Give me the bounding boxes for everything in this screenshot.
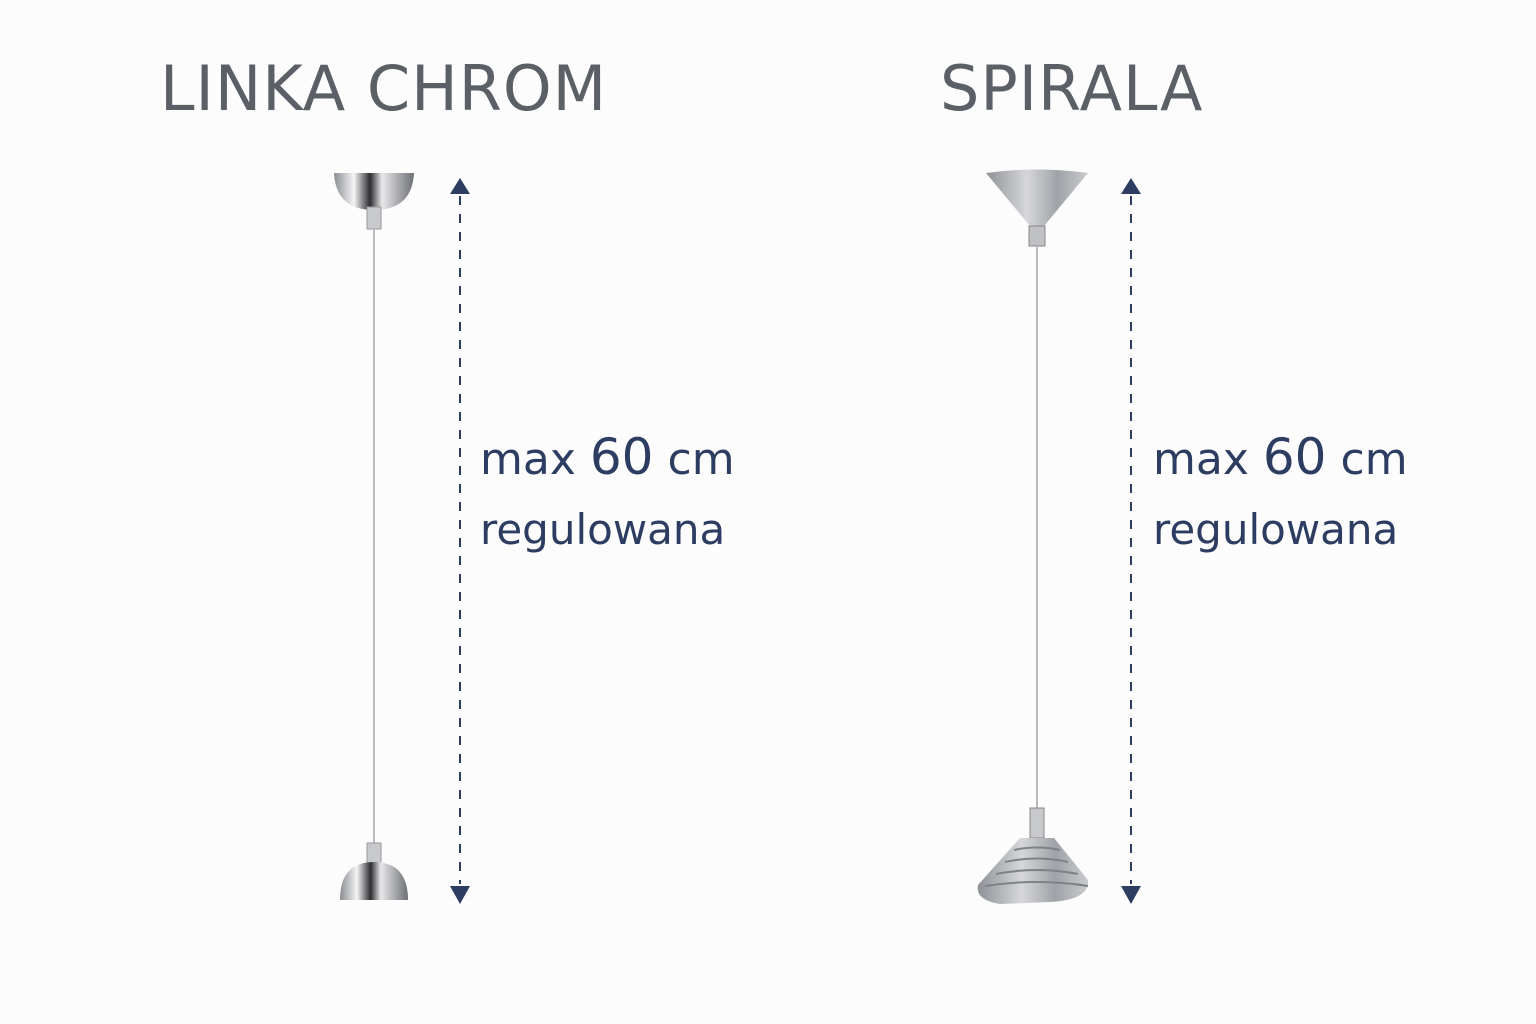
product-title-linka-chrom: LINKA CHROM <box>160 52 608 125</box>
spec-unit: cm <box>1340 434 1408 485</box>
spec-unit: cm <box>667 434 735 485</box>
arrow-down-icon <box>450 886 470 904</box>
length-spec-linka: max 60 cm regulowana <box>480 422 735 565</box>
lamp-linka-chrom <box>334 173 414 900</box>
spiral-ridges <box>984 846 1089 887</box>
spec-prefix: max <box>1153 434 1249 485</box>
spec-note: regulowana <box>1153 505 1399 554</box>
ceiling-canopy-cone <box>986 169 1088 226</box>
arrow-up-icon <box>450 178 470 194</box>
spec-note: regulowana <box>480 505 726 554</box>
length-spec-spirala: max 60 cm regulowana <box>1153 422 1408 565</box>
ceiling-canopy-chrome <box>334 173 414 210</box>
arrow-down-icon <box>1121 886 1141 904</box>
lamp-spirala <box>977 169 1089 904</box>
product-title-spirala: SPIRALA <box>940 52 1204 125</box>
arrow-up-icon <box>1121 178 1141 194</box>
shade-chrome <box>340 862 408 900</box>
spec-value: 60 <box>589 428 654 486</box>
spec-prefix: max <box>480 434 576 485</box>
dimension-arrow-linka <box>450 178 470 904</box>
dimension-arrow-spirala <box>1121 178 1141 904</box>
spec-value: 60 <box>1262 428 1327 486</box>
